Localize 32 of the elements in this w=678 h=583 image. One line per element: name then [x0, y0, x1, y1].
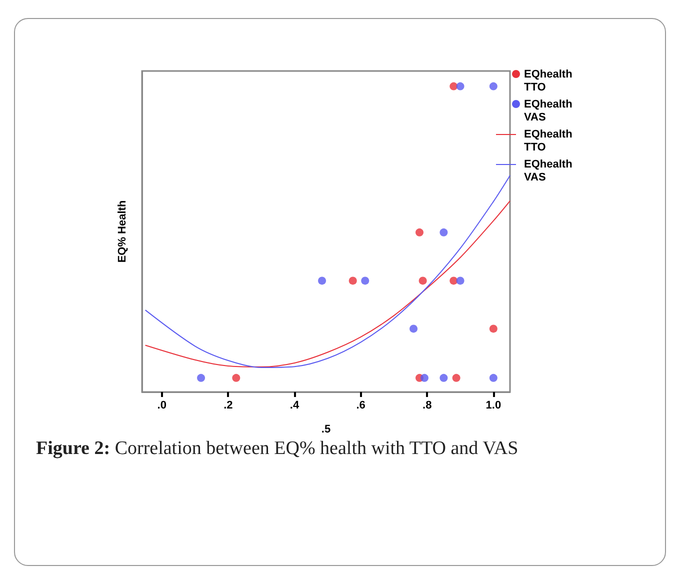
point	[361, 276, 370, 285]
point	[450, 82, 458, 90]
point	[450, 276, 458, 285]
point	[318, 276, 326, 285]
point	[410, 324, 418, 333]
point	[197, 374, 206, 382]
x-tick-label: .2	[224, 400, 233, 412]
point	[456, 82, 464, 90]
point	[416, 228, 424, 236]
x-tick-label: .0	[157, 400, 166, 412]
point	[420, 374, 428, 382]
x-tick-label: .8	[422, 400, 432, 412]
x-tick-label: .6	[356, 400, 366, 412]
point	[232, 374, 240, 382]
point	[348, 276, 357, 285]
y-axis-title: EQ% Health	[116, 200, 128, 263]
point	[452, 374, 460, 382]
point	[440, 228, 448, 236]
legend-label: EQhealth TTO	[524, 68, 576, 94]
point	[489, 82, 498, 90]
x-tick-label: .4	[290, 400, 300, 412]
legend-label: EQhealth VAS	[524, 158, 576, 184]
x-tick-label: 1.0	[486, 400, 502, 412]
point	[418, 276, 427, 285]
point	[489, 374, 498, 382]
legend-label: EQhealth VAS	[524, 98, 576, 124]
legend-label: EQhealth TTO	[524, 128, 576, 154]
x-axis-title: .5	[321, 424, 331, 436]
point	[456, 276, 464, 285]
point	[440, 374, 448, 382]
caption: Figure 2: Correlation between EQ% health with TTO and VAS	[36, 438, 518, 460]
point	[489, 324, 498, 333]
